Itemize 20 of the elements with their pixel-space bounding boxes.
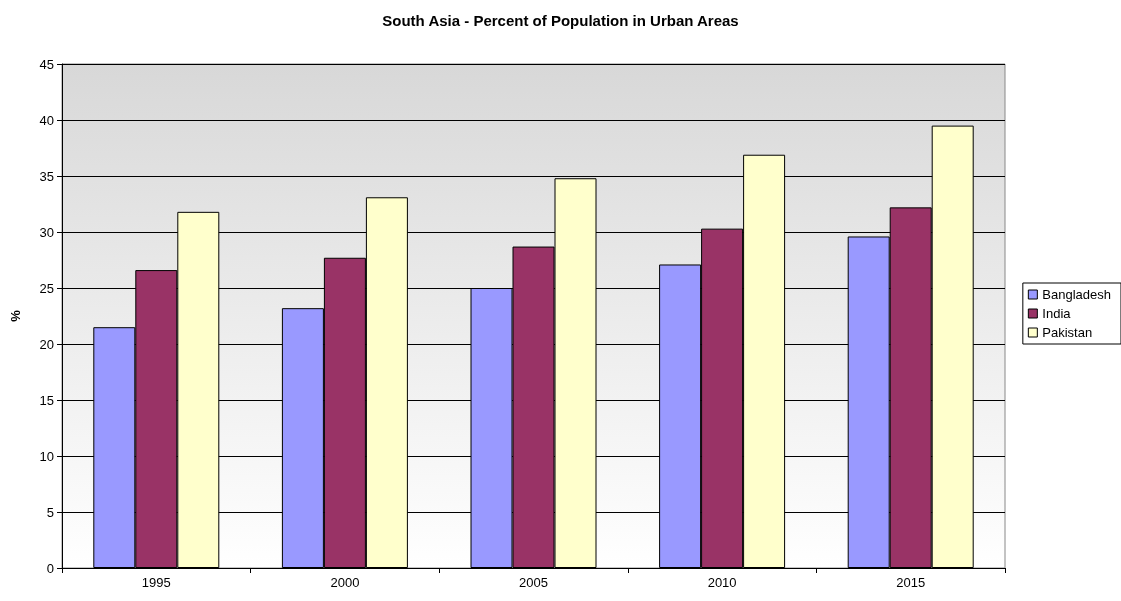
y-tick-label: 25 xyxy=(39,280,54,296)
x-tick-label: 2000 xyxy=(330,575,360,590)
y-tick-label: 40 xyxy=(39,112,54,128)
legend-label: Pakistan xyxy=(1042,325,1093,340)
y-tick-label: 15 xyxy=(39,392,54,408)
y-tick-label: 0 xyxy=(46,560,54,576)
y-tick-label: 20 xyxy=(39,336,54,352)
y-tick-label: 5 xyxy=(46,504,54,520)
legend-label: India xyxy=(1042,306,1072,321)
legend-label: Bangladesh xyxy=(1042,287,1111,302)
chart-title: South Asia - Percent of Population in Urban Areas xyxy=(382,12,739,29)
y-tick-label: 10 xyxy=(39,448,54,464)
y-tick-label: 35 xyxy=(39,168,54,184)
y-tick-label: 30 xyxy=(39,224,54,240)
y-tick-label: 45 xyxy=(39,56,54,72)
x-tick-label: 2005 xyxy=(519,575,548,590)
y-axis-title: % xyxy=(8,309,23,322)
x-tick-label: 2015 xyxy=(896,575,926,590)
x-tick-label: 2010 xyxy=(707,575,737,590)
x-tick-label: 1995 xyxy=(141,575,171,590)
